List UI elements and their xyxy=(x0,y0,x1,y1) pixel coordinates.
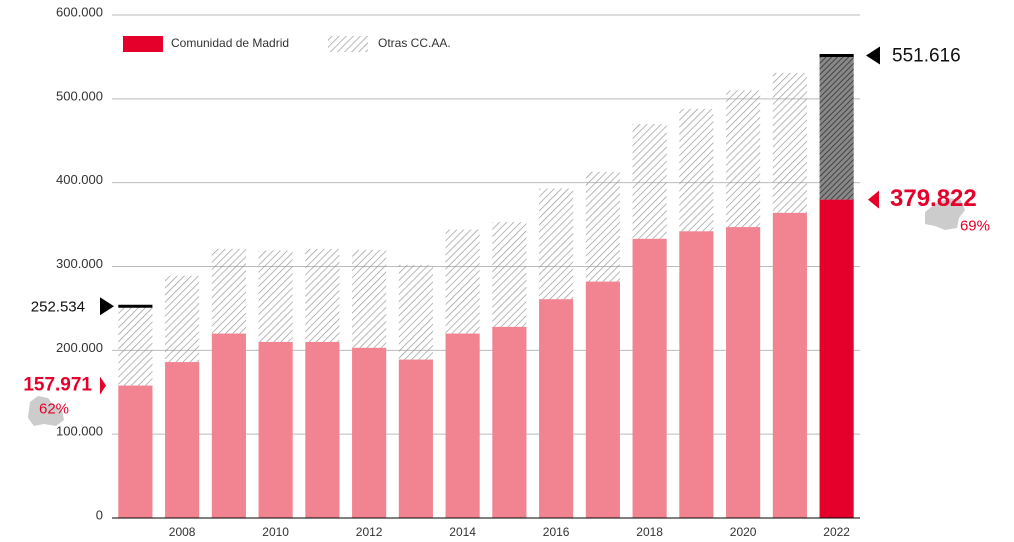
bar-segment xyxy=(772,72,807,213)
bar-segment xyxy=(352,347,387,518)
y-tick-label: 300.000 xyxy=(56,256,103,271)
bar-segment xyxy=(118,306,153,386)
bar-segment xyxy=(305,341,340,518)
bar-segment xyxy=(258,341,293,518)
bar-segment xyxy=(632,238,667,518)
y-tick-label: 500.000 xyxy=(56,88,103,103)
legend-label: Otras CC.AA. xyxy=(378,36,451,50)
bar-segment xyxy=(165,362,200,518)
legend-swatch xyxy=(328,36,368,52)
bar-segment xyxy=(585,171,620,282)
bar-segment xyxy=(679,231,714,519)
bar-segment xyxy=(539,188,574,300)
y-tick-label: 100.000 xyxy=(56,424,103,439)
bar-segment xyxy=(492,222,527,327)
y-tick-label: 400.000 xyxy=(56,172,103,187)
bar-segment xyxy=(726,227,761,518)
bar-segment xyxy=(211,333,246,518)
x-tick-label: 2014 xyxy=(449,525,476,539)
bar-segment xyxy=(539,299,574,518)
bar-segment xyxy=(398,264,433,360)
value-pointer xyxy=(100,376,106,395)
share-label: 69% xyxy=(960,218,990,235)
legend: Comunidad de Madrid Otras CC.AA. xyxy=(123,36,451,52)
region-icon xyxy=(28,396,64,426)
bar-segment xyxy=(445,333,480,518)
bar-segment xyxy=(165,275,200,363)
bar-segment xyxy=(819,55,854,200)
legend-swatch xyxy=(123,36,163,52)
bar-segment xyxy=(352,249,387,348)
total-pointer xyxy=(100,297,114,316)
y-tick-label: 200.000 xyxy=(56,340,103,355)
bar-segment xyxy=(585,281,620,518)
bar-segment xyxy=(258,250,293,342)
bar-segment xyxy=(492,326,527,518)
share-label: 62% xyxy=(39,401,69,418)
x-tick-label: 2010 xyxy=(262,525,289,539)
total-label: 252.534 xyxy=(31,298,85,315)
bar-segment xyxy=(632,123,667,239)
bar-segment xyxy=(211,248,246,334)
bar-segment xyxy=(726,90,761,228)
bar-segment xyxy=(819,199,854,518)
bar-segment xyxy=(118,385,153,518)
x-tick-label: 2008 xyxy=(169,525,196,539)
y-tick-label: 600.000 xyxy=(56,4,103,19)
value-label: 379.822 xyxy=(890,185,977,212)
x-tick-label: 2018 xyxy=(636,525,663,539)
bar-segment xyxy=(679,108,714,232)
total-label: 551.616 xyxy=(892,46,961,67)
legend-label: Comunidad de Madrid xyxy=(171,36,289,50)
bar-segment xyxy=(398,359,433,518)
x-tick-label: 2012 xyxy=(356,525,383,539)
x-tick-label: 2016 xyxy=(543,525,570,539)
y-tick-label: 0 xyxy=(96,507,103,522)
value-label: 157.971 xyxy=(23,375,92,396)
x-tick-label: 2020 xyxy=(730,525,757,539)
total-pointer xyxy=(866,46,880,65)
region-icon xyxy=(925,198,965,230)
value-pointer xyxy=(868,190,879,209)
bar-segment xyxy=(772,212,807,518)
x-tick-label: 2022 xyxy=(823,525,850,539)
bar-segment xyxy=(305,248,340,342)
bar-segment xyxy=(445,229,480,334)
